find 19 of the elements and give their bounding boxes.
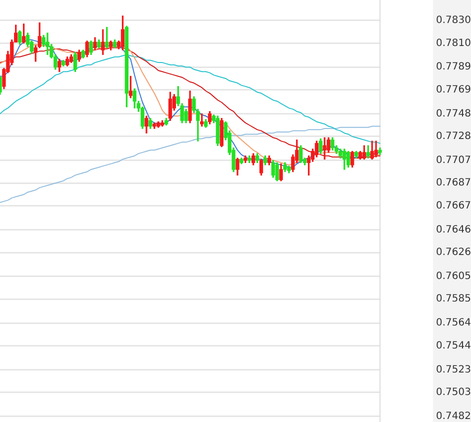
y-tick-label: 0.7789 [436, 62, 471, 73]
y-tick-label: 0.7605 [436, 271, 471, 282]
y-tick-label: 0.7646 [436, 224, 471, 236]
y-tick-label: 0.7687 [436, 178, 471, 189]
y-tick-label: 0.7626 [436, 247, 471, 258]
y-tick-label: 0.7544 [436, 340, 471, 352]
y-tick-label: 0.7585 [436, 294, 471, 305]
y-tick-label: 0.7503 [436, 387, 471, 398]
y-tick-label: 0.7769 [436, 84, 471, 96]
y-tick-label: 0.7482 [436, 410, 471, 422]
y-tick-label: 0.7523 [436, 364, 471, 376]
candlestick [46, 32, 50, 55]
y-tick-label: 0.7830 [436, 15, 471, 26]
y-tick-label: 0.7667 [436, 200, 471, 212]
y-tick-label: 0.7564 [436, 318, 471, 329]
y-tick-label: 0.7810 [436, 38, 471, 49]
y-tick-label: 0.7728 [436, 131, 471, 142]
y-tick-label: 0.7707 [436, 154, 471, 166]
y-tick-label: 0.7748 [436, 108, 471, 120]
